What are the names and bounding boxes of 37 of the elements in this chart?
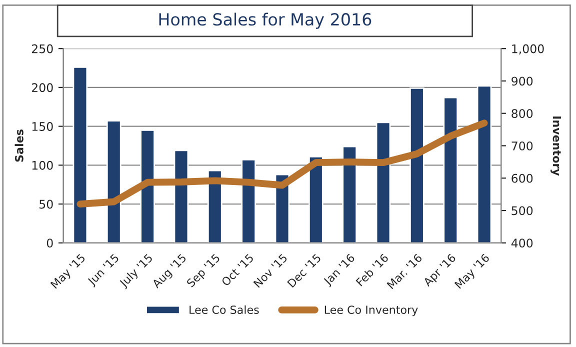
bar (106, 120, 122, 243)
chart-title: Home Sales for May 2016 (159, 12, 372, 29)
bar (443, 96, 458, 243)
bar (342, 146, 358, 243)
y2-tick-label: 800 (512, 109, 533, 118)
y-tick-label: 200 (32, 83, 53, 92)
x-tick-label: Jan '16 (322, 253, 357, 288)
bar (410, 88, 424, 243)
bar (241, 159, 256, 243)
y2-axis-title: Inventory (550, 116, 562, 176)
y2-tick-label: 500 (512, 206, 533, 216)
x-tick-label: Mar. '16 (386, 253, 423, 290)
x-tick-label: Oct '15 (220, 253, 254, 286)
y2-tick-label: 600 (512, 174, 533, 183)
bar (140, 130, 155, 243)
y-tick-label: 250 (32, 44, 53, 54)
y-axis-title: Sales (14, 130, 24, 162)
y2-tick-label: 400 (511, 238, 533, 248)
legend-label: Lee Co Inventory (324, 306, 418, 316)
y-tick-label: 50 (40, 200, 53, 209)
x-tick-label: Jun '15 (86, 254, 121, 288)
bar (476, 85, 492, 243)
bar (174, 150, 189, 243)
y-tick-label: 100 (32, 160, 53, 170)
y-tick-label: 150 (32, 122, 53, 131)
x-tick-label: Nov '15 (253, 254, 288, 288)
y2-tick-label: 900 (512, 76, 533, 86)
y-tick-label: 0 (46, 238, 53, 248)
bar (207, 170, 222, 243)
bar (376, 122, 391, 243)
x-tick-label: Sep '15 (186, 253, 222, 290)
bar (72, 66, 88, 243)
y2-tick-label: 700 (512, 141, 533, 150)
bar (308, 156, 324, 243)
x-tick-label: Dec '15 (287, 254, 322, 288)
y2-tick-label: 1,000 (512, 44, 544, 54)
legend-label: Lee Co Sales (190, 305, 259, 314)
